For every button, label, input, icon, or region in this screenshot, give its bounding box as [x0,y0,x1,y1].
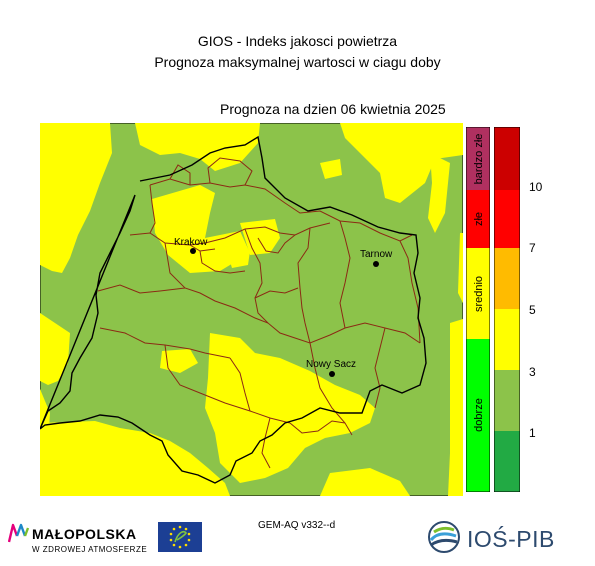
scale-band-5 [494,370,520,431]
scale-band-1 [494,127,520,190]
malopolska-tagline: W ZDROWEJ ATMOSFERZE [32,545,148,554]
value-scale-bar [494,127,520,492]
category-good [466,339,490,492]
forecast-map: Krakow Tarnow Nowy Sacz [40,123,463,496]
moderate-zones [40,123,463,496]
category-label-good: dobrze [473,398,485,432]
category-bad [466,190,490,248]
city-label-krakow: Krakow [174,237,208,248]
category-legend: bardzo złe złe srednio dobrze [466,127,490,492]
voivodeship-outline [40,135,427,484]
eu-life-flag-icon [158,522,202,552]
district-borders [97,157,421,469]
category-label-bad: złe [473,212,485,226]
category-label-very-bad: bardzo złe [473,134,485,185]
forecast-date: Prognoza na dzien 06 kwietnia 2025 [220,101,446,117]
map-subtitle: Prognoza maksymalnej wartosci w ciagu do… [154,54,441,70]
scale-band-6 [494,431,520,492]
scale-band-4 [494,309,520,370]
scale-tick-7: 7 [529,241,536,255]
city-markers [190,248,379,377]
model-version: GEM-AQ v332--d [258,520,336,531]
scale-tick-3: 3 [529,365,536,379]
scale-band-3 [494,248,520,309]
map-title: GIOS - Indeks jakosci powietrza [197,33,398,49]
scale-tick-5: 5 [529,303,536,317]
city-dot-nowy-sacz [329,371,335,377]
category-moderate [466,248,490,339]
scale-tick-10: 10 [529,180,543,194]
category-very-bad [466,127,490,190]
city-dot-tarnow [373,261,379,267]
malopolska-logo-icon [8,523,30,543]
city-dot-krakow [190,248,196,254]
scale-band-2 [494,190,520,248]
city-label-nowy-sacz: Nowy Sacz [306,359,356,370]
scale-tick-1: 1 [529,426,536,440]
category-label-moderate: srednio [473,276,485,312]
malopolska-name: MAŁOPOLSKA [32,526,137,542]
city-labels: Krakow Tarnow Nowy Sacz [174,237,393,370]
ios-pib-name: IOŚ-PIB [467,526,555,552]
city-label-tarnow: Tarnow [360,249,393,260]
ios-pib-logo-icon [428,521,460,553]
